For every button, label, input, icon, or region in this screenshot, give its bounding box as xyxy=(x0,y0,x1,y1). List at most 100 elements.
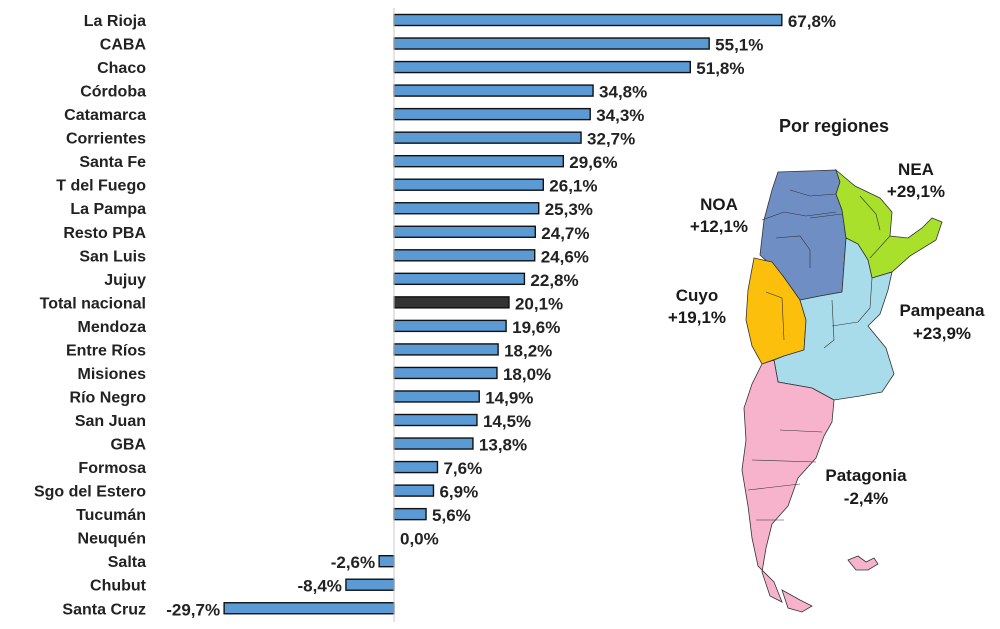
bar-t-del-fuego xyxy=(393,178,544,191)
value-label-chubut: -8,4% xyxy=(298,577,342,596)
bar-gba xyxy=(393,437,474,450)
category-label-caba: CABA xyxy=(100,37,147,54)
region-label-pampeana: Pampeana +23,9% xyxy=(899,301,985,343)
bar-entre-rios xyxy=(393,343,499,356)
value-label-resto-pba: 24,7% xyxy=(541,224,589,243)
value-label-santa-fe: 29,6% xyxy=(569,153,617,172)
category-label-santa-cruz: Santa Cruz xyxy=(62,601,146,618)
bar-chaco xyxy=(393,60,691,74)
region-label-pampeana-name: Pampeana xyxy=(899,301,985,320)
bar-chubut xyxy=(345,578,395,591)
region-pampeana xyxy=(773,237,895,401)
bar-la-rioja xyxy=(393,13,783,27)
region-patagonia xyxy=(741,359,835,603)
value-label-gba: 13,8% xyxy=(479,436,527,455)
bar-sgo-del-estero xyxy=(393,484,435,497)
category-label-gba: GBA xyxy=(110,437,146,454)
bar-formosa xyxy=(393,460,439,474)
category-label-la-pampa: La Pampa xyxy=(70,201,146,218)
value-label-salta: -2,6% xyxy=(331,553,375,572)
province-borders xyxy=(747,189,891,521)
category-label-chubut: Chubut xyxy=(90,578,147,595)
value-label-tucuman: 5,6% xyxy=(432,506,471,525)
value-label-chaco: 51,8% xyxy=(696,59,744,78)
region-label-noa-value: +12,1% xyxy=(690,217,748,236)
region-label-cuyo-name: Cuyo xyxy=(676,286,719,305)
bar-tucuman xyxy=(393,507,427,521)
bar-santa-fe xyxy=(393,154,565,168)
bar-corrientes xyxy=(393,131,582,144)
category-label-neuquen: Neuquén xyxy=(78,531,146,548)
bar-mendoza xyxy=(393,319,507,333)
category-label-catamarca: Catamarca xyxy=(64,107,146,124)
bar-la-pampa xyxy=(393,202,540,215)
category-label-la-rioja: La Rioja xyxy=(84,13,146,30)
category-label-misiones: Misiones xyxy=(78,366,147,383)
region-label-nea-value: +29,1% xyxy=(887,182,945,201)
category-label-chaco: Chaco xyxy=(97,60,146,77)
region-label-nea: NEA +29,1% xyxy=(887,160,945,201)
bar-salta xyxy=(378,554,395,568)
region-malvinas xyxy=(847,555,879,571)
value-label-formosa: 7,6% xyxy=(443,459,482,478)
category-label-san-luis: San Luis xyxy=(79,248,146,265)
bar-resto-pba xyxy=(393,225,536,238)
region-map xyxy=(725,150,943,613)
bar-jujuy xyxy=(393,272,526,286)
bar-misiones xyxy=(393,366,498,380)
value-label-la-rioja: 67,8% xyxy=(788,12,836,31)
category-label-rio-negro: Río Negro xyxy=(70,389,147,406)
region-label-noa-name: NOA xyxy=(700,195,738,214)
value-label-cordoba: 34,8% xyxy=(599,83,647,102)
bar-cordoba xyxy=(393,84,594,97)
category-label-jujuy: Jujuy xyxy=(104,272,146,289)
value-label-misiones: 18,0% xyxy=(503,365,551,384)
category-label-entre-rios: Entre Ríos xyxy=(66,342,146,359)
bar-san-luis xyxy=(393,249,536,262)
value-label-jujuy: 22,8% xyxy=(530,271,578,290)
category-label-cordoba: Córdoba xyxy=(80,84,146,101)
value-label-la-pampa: 25,3% xyxy=(545,200,593,219)
value-label-mendoza: 19,6% xyxy=(512,318,560,337)
region-label-pampeana-value: +23,9% xyxy=(913,324,971,343)
region-label-patagonia-name: Patagonia xyxy=(825,466,907,485)
region-label-patagonia-value: -2,4% xyxy=(844,489,888,508)
category-label-formosa: Formosa xyxy=(78,460,146,477)
category-label-san-juan: San Juan xyxy=(75,413,146,430)
category-label-t-del-fuego: T del Fuego xyxy=(56,178,146,195)
value-label-neuquen: 0,0% xyxy=(400,530,439,549)
category-label-total-nacional: Total nacional xyxy=(40,295,146,312)
region-label-patagonia: Patagonia -2,4% xyxy=(825,466,907,508)
value-label-caba: 55,1% xyxy=(715,36,763,55)
category-label-sgo-del-estero: Sgo del Estero xyxy=(34,484,146,501)
bar-rio-negro xyxy=(393,390,480,403)
regions-title: Por regiones xyxy=(779,116,889,136)
bar-catamarca xyxy=(393,107,591,121)
category-label-salta: Salta xyxy=(108,554,146,571)
bar-santa-cruz xyxy=(223,602,395,615)
category-label-corrientes: Corrientes xyxy=(66,131,146,148)
bars-layer: La Rioja 67,8% CABA 55,1% Chaco 51,8% Córdoba 3… xyxy=(34,12,836,619)
bar-caba xyxy=(393,37,710,50)
value-label-corrientes: 32,7% xyxy=(587,130,635,149)
region-tierra-del-fuego xyxy=(781,589,813,613)
ocean-frame xyxy=(725,150,726,151)
category-label-resto-pba: Resto PBA xyxy=(63,225,146,242)
value-label-san-luis: 24,6% xyxy=(541,247,589,266)
value-label-t-del-fuego: 26,1% xyxy=(549,177,597,196)
bar-total-nacional xyxy=(393,296,510,309)
value-label-rio-negro: 14,9% xyxy=(485,388,533,407)
region-label-noa: NOA +12,1% xyxy=(690,195,748,236)
value-label-entre-rios: 18,2% xyxy=(504,341,552,360)
region-label-cuyo-value: +19,1% xyxy=(668,308,726,327)
value-label-san-juan: 14,5% xyxy=(483,412,531,431)
category-label-mendoza: Mendoza xyxy=(78,319,147,336)
value-label-santa-cruz: -29,7% xyxy=(166,600,220,619)
category-label-tucuman: Tucumán xyxy=(76,507,146,524)
value-label-sgo-del-estero: 6,9% xyxy=(439,483,478,502)
category-label-santa-fe: Santa Fe xyxy=(79,154,146,171)
bar-san-juan xyxy=(393,413,478,427)
region-label-cuyo: Cuyo +19,1% xyxy=(668,286,726,327)
value-label-total-nacional: 20,1% xyxy=(515,294,563,313)
